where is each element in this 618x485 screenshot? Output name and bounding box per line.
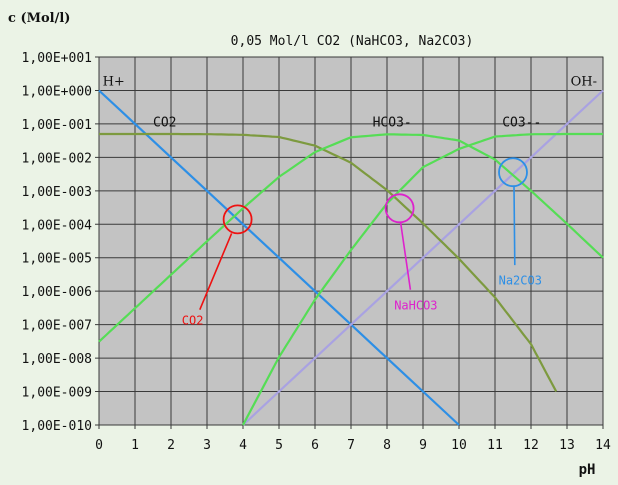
y-tick-label: 1,00E-001 (22, 118, 92, 133)
x-axis-label: pH (579, 462, 596, 478)
y-tick-label: 1,00E-006 (22, 285, 92, 300)
series-line-hco3 (98, 133, 604, 343)
annotation-circle (498, 157, 528, 188)
x-tick-label: 4 (239, 438, 247, 453)
y-tick-label: 1,00E-005 (22, 252, 92, 267)
series-label: CO3-- (502, 115, 541, 130)
series-label: OH- (571, 75, 597, 90)
annotation-label: NaHCO3 (394, 299, 437, 313)
x-tick-label: 9 (419, 438, 427, 453)
y-tick-label: 1,00E-010 (22, 419, 92, 434)
series-line-oh (242, 89, 604, 426)
y-axis-label: c (Mol/l) (8, 11, 70, 26)
x-tick-label: 0 (95, 438, 103, 453)
y-tick-label: 1,00E-009 (22, 386, 92, 401)
x-tick-label: 8 (383, 438, 391, 453)
x-tick-label: 2 (167, 438, 175, 453)
y-tick-label: 1,00E-007 (22, 319, 92, 334)
series-line-co2 (99, 132, 558, 393)
y-tick-label: 1,00E+000 (22, 84, 92, 99)
x-tick-label: 12 (523, 438, 539, 453)
y-tick-label: 1,00E-004 (22, 218, 93, 233)
x-tick-label: 1 (131, 438, 139, 453)
annotation-label: Na2CO3 (499, 273, 542, 287)
y-tick-label: 1,00E-003 (22, 185, 92, 200)
series-label: H+ (103, 75, 125, 90)
annotation-circle (222, 204, 253, 235)
series-line-h (98, 89, 460, 426)
x-tick-label: 14 (595, 438, 611, 453)
x-tick-label: 10 (451, 438, 467, 453)
x-tick-label: 13 (559, 438, 575, 453)
y-tick-label: 1,00E-008 (22, 352, 92, 367)
annotation-leader (513, 186, 516, 266)
plot-area: 0 1 2 3 4 5 6 7 8 9 10 11 12 13 141,00E+0011,00E+0001,… (22, 51, 611, 453)
annotation-circle (384, 193, 415, 224)
y-tick-label: 1,00E+001 (22, 51, 92, 66)
x-tick-label: 6 (311, 438, 319, 453)
annotation-leader (399, 222, 412, 290)
x-tick-label: 5 (275, 438, 283, 453)
x-tick-label: 3 (203, 438, 211, 453)
x-tick-label: 11 (487, 438, 503, 453)
series-line-co3 (242, 132, 603, 426)
series-label: CO2 (153, 115, 176, 130)
x-tick-label: 7 (347, 438, 355, 453)
annotation-label: CO2 (182, 314, 204, 328)
chart-title: 0,05 Mol/l CO2 (NaHCO3, Na2CO3) (231, 34, 474, 49)
series-label: HCO3- (373, 115, 412, 130)
annotation-leader (199, 233, 233, 310)
y-tick-label: 1,00E-002 (22, 151, 92, 166)
